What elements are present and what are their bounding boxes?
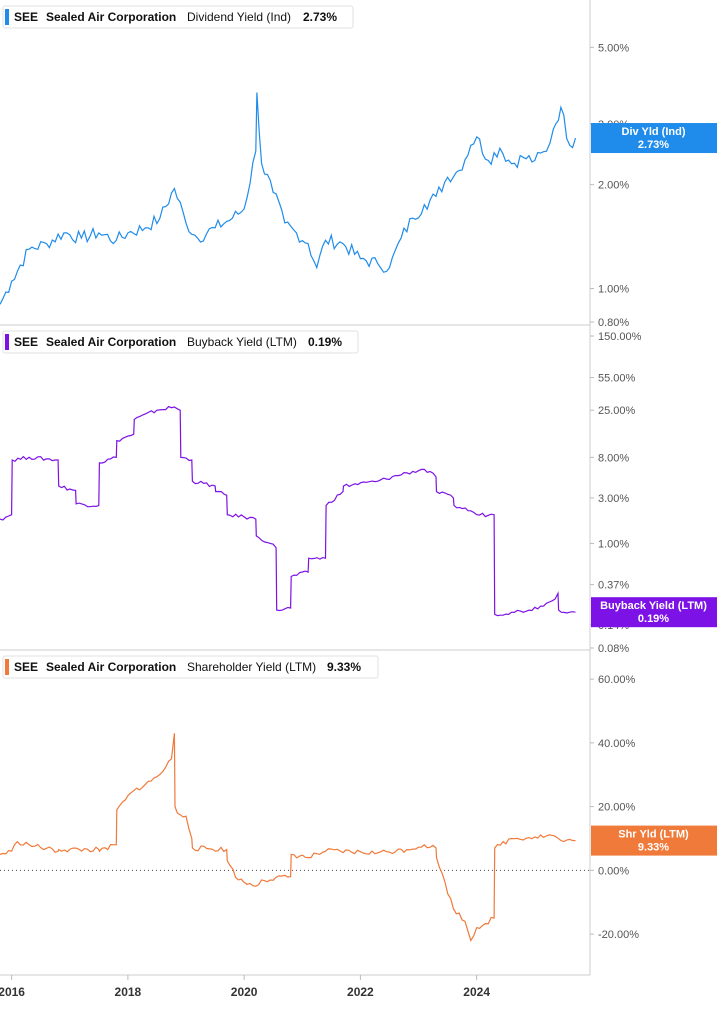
legend-3[interactable]: SEE Sealed Air Corporation Shareholder Yie…	[2, 655, 379, 679]
y-tick-label: 150.00%	[598, 331, 642, 343]
x-tick-label: 2020	[231, 985, 258, 999]
value-badge-2: Buyback Yield (LTM)0.19%	[591, 597, 717, 628]
y-tick-label: 8.00%	[598, 452, 629, 464]
legend-color-swatch	[5, 334, 9, 350]
legend-value: 0.19%	[308, 335, 342, 349]
y-tick-label: 40.00%	[598, 738, 636, 750]
panel-2: 150.00% 55.00% 25.00% 8.00% 3.00% 1.00% 0.37% 0…	[0, 324, 717, 655]
legend-value: 2.73%	[303, 10, 337, 24]
legend-color-swatch	[5, 659, 9, 675]
legend-box	[2, 655, 379, 679]
value-badge-3: Shr Yld (LTM)9.33%	[591, 825, 717, 856]
series-line-3	[0, 733, 576, 942]
panel-3: 60.00% 40.00% 20.00% 0.00% -20.00% SEE Sealed …	[0, 649, 717, 942]
y-tick-label: 0.08%	[598, 643, 629, 655]
legend-color-swatch	[5, 9, 9, 25]
y-tick-label: 5.00%	[598, 42, 629, 54]
x-tick-label: 2018	[115, 985, 142, 999]
legend-value: 9.33%	[327, 660, 361, 674]
y-tick-label: 20.00%	[598, 802, 636, 814]
y-tick-label: 55.00%	[598, 373, 636, 385]
x-tick-label: 2024	[463, 985, 490, 999]
value-badge-1: Div Yld (Ind)2.73%	[591, 123, 717, 154]
series-line-2	[0, 405, 576, 617]
y-tick-label: 1.00%	[598, 284, 629, 296]
badge-label: Div Yld (Ind)	[622, 126, 686, 138]
legend-company: Sealed Air Corporation	[46, 660, 176, 674]
x-tick-label: 2022	[347, 985, 374, 999]
legend-metric: Dividend Yield (Ind)	[187, 10, 291, 24]
y-tick-label: 60.00%	[598, 674, 636, 686]
y-tick-label: 25.00%	[598, 405, 636, 417]
badge-label: Buyback Yield (LTM)	[600, 600, 707, 612]
x-tick-label: 2016	[0, 985, 25, 999]
legend-metric: Buyback Yield (LTM)	[187, 335, 297, 349]
legend-box	[2, 330, 359, 354]
y-tick-label: -20.00%	[598, 929, 639, 941]
legend-1[interactable]: SEE Sealed Air Corporation Dividend Yield …	[2, 5, 354, 29]
legend-ticker: SEE	[14, 10, 38, 24]
legend-box	[2, 5, 354, 29]
legend-ticker: SEE	[14, 660, 38, 674]
badge-background	[591, 825, 717, 856]
series-line-1	[0, 92, 577, 305]
legend-2[interactable]: SEE Sealed Air Corporation Buyback Yield (…	[2, 330, 359, 354]
legend-ticker: SEE	[14, 335, 38, 349]
legend-metric: Shareholder Yield (LTM)	[187, 660, 316, 674]
badge-value: 9.33%	[638, 842, 669, 854]
badge-value: 0.19%	[638, 613, 669, 625]
badge-value: 2.73%	[638, 139, 669, 151]
badge-background	[591, 597, 717, 628]
y-tick-label: 0.00%	[598, 865, 629, 877]
y-tick-label: 3.00%	[598, 493, 629, 505]
badge-label: Shr Yld (LTM)	[618, 829, 689, 841]
y-tick-label: 0.80%	[598, 317, 629, 329]
y-tick-label: 0.37%	[598, 580, 629, 592]
legend-company: Sealed Air Corporation	[46, 10, 176, 24]
y-tick-label: 2.00%	[598, 180, 629, 192]
badge-background	[591, 123, 717, 154]
y-tick-label: 1.00%	[598, 538, 629, 550]
legend-company: Sealed Air Corporation	[46, 335, 176, 349]
